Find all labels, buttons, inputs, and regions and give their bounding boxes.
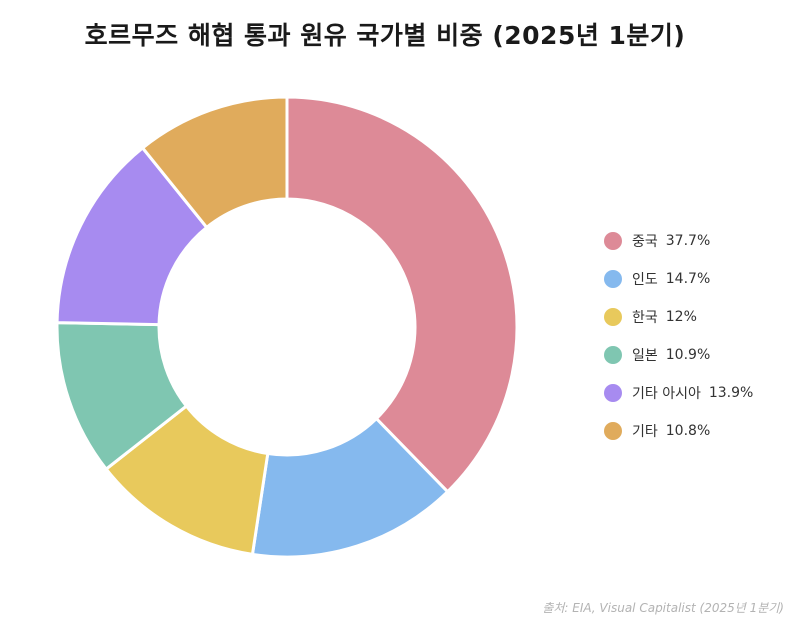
legend-label: 일본 <box>632 348 658 364</box>
legend-item: 중국 37.7% <box>604 222 753 260</box>
legend-swatch <box>604 232 622 250</box>
legend-label: 인도 <box>632 272 658 288</box>
legend-item: 한국 12% <box>604 298 753 336</box>
legend-item: 기타 10.8% <box>604 412 753 450</box>
legend-swatch <box>604 346 622 364</box>
legend-swatch <box>604 384 622 402</box>
legend-label: 기타 아시아 <box>632 386 701 402</box>
donut-slice-6 <box>140 95 289 230</box>
chart-legend: 중국 37.7% 인도 14.7% 한국 12% 일본 10.9% 기타 아시아 13.9% 기타 1… <box>604 222 753 450</box>
legend-label: 기타 <box>632 424 658 440</box>
donut-slice-1 <box>285 95 519 494</box>
legend-value: 14.7% <box>665 271 711 287</box>
legend-item: 인도 14.7% <box>604 260 753 298</box>
legend-item: 일본 10.9% <box>604 336 753 374</box>
legend-label: 중국 <box>632 234 658 250</box>
legend-swatch <box>604 422 622 440</box>
legend-value: 10.8% <box>665 423 711 439</box>
legend-swatch <box>604 270 622 288</box>
legend-value: 10.9% <box>665 347 711 363</box>
legend-value: 37.7% <box>665 233 711 249</box>
legend-label: 한국 <box>632 310 658 326</box>
legend-value: 12% <box>665 309 697 325</box>
source-note: 출처: EIA, Visual Capitalist (2025년 1분기) <box>542 601 784 615</box>
legend-item: 기타 아시아 13.9% <box>604 374 753 412</box>
legend-value: 13.9% <box>708 385 754 401</box>
chart-title: 호르무즈 해협 통과 원유 국가별 비중 (2025년 1분기) <box>84 21 686 50</box>
legend-swatch <box>604 308 622 326</box>
